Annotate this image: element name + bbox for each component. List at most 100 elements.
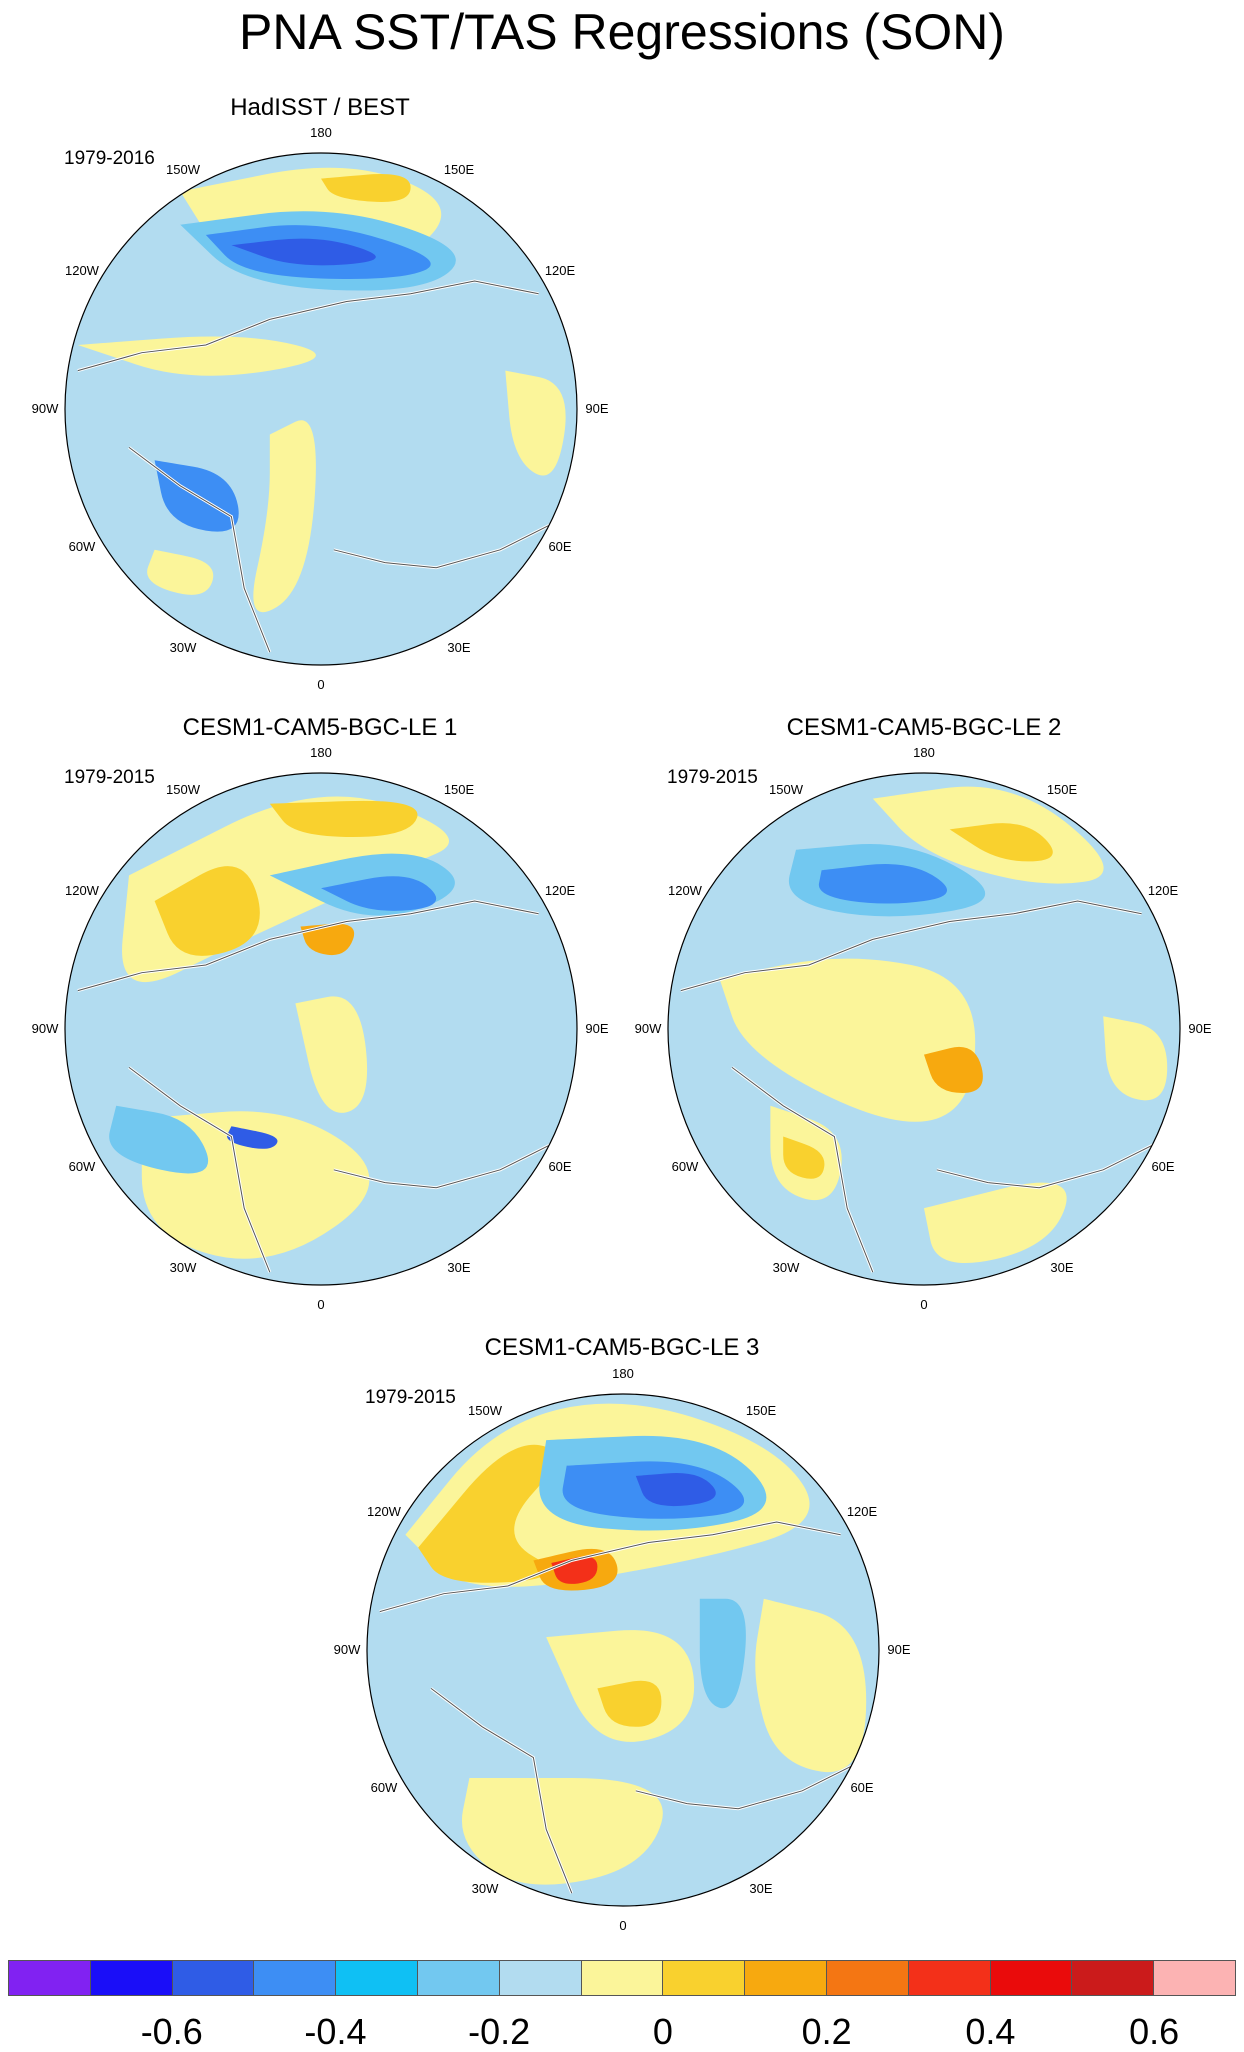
colorbar-swatch [908, 1961, 991, 1995]
longitude-label: 150E [1046, 781, 1078, 797]
coastline-outline [77, 280, 552, 653]
colorbar-tick-label: 0 [652, 2011, 673, 2052]
longitude-label: 90E [887, 1642, 911, 1657]
longitude-label: 0 [920, 1297, 928, 1312]
colorbar-swatch [499, 1961, 582, 1995]
longitude-label: 180 [612, 1366, 634, 1381]
anomaly-region [461, 1778, 663, 1885]
anomaly-region [154, 866, 260, 956]
coastline-outline [379, 1521, 854, 1894]
colorbar-tick-label: -0.2 [468, 2011, 531, 2052]
longitude-label: 30E [749, 1881, 773, 1897]
panel-title-le2: CESM1-CAM5-BGC-LE 2 [786, 714, 1062, 741]
anomaly-region [699, 1598, 746, 1709]
colorbar-swatch [1154, 1961, 1235, 1995]
colorbar-tick-label: 0.2 [801, 2011, 852, 2052]
anomaly-region [505, 370, 566, 476]
longitude-label: 60E [850, 1780, 874, 1795]
colorbar-swatch [745, 1961, 827, 1995]
longitude-label: 90W [31, 1021, 59, 1036]
colorbar-swatch [90, 1961, 173, 1995]
colorbar-swatch [663, 1961, 746, 1995]
map-border [366, 1393, 880, 1907]
longitude-label: 120W [64, 883, 99, 898]
longitude-label: 60W [671, 1159, 699, 1174]
longitude-label: 0 [317, 1297, 325, 1312]
longitude-label: 60W [68, 539, 96, 554]
longitude-label: 150W [166, 781, 200, 797]
longitude-label: 90W [634, 1021, 662, 1036]
anomaly-region [719, 958, 976, 1122]
longitude-label: 120E [544, 263, 576, 278]
polar-map-1 [64, 772, 578, 1286]
polar-map-2 [667, 772, 1181, 1286]
polar-map-3 [366, 1393, 880, 1907]
longitude-label: 30W [169, 640, 197, 656]
colorbar-swatch [417, 1961, 500, 1995]
longitude-label: 90E [585, 401, 609, 416]
longitude-label: 30E [447, 640, 471, 656]
anomaly-region [300, 923, 355, 956]
longitude-label: 90W [333, 1642, 361, 1657]
anomaly-region [227, 1126, 278, 1149]
map-border [64, 772, 578, 1286]
panel-title-le1: CESM1-CAM5-BGC-LE 1 [182, 714, 458, 741]
anomaly-region [924, 1182, 1067, 1264]
longitude-label: 30W [169, 1260, 197, 1276]
map-border [667, 772, 1181, 1286]
colorbar-tick-label: -0.4 [304, 2011, 367, 2052]
longitude-label: 60E [548, 539, 572, 554]
colorbar-swatch [9, 1961, 91, 1995]
colorbar-swatch [990, 1961, 1073, 1995]
panel-title-hadisst: HadISST / BEST [230, 94, 410, 121]
anomaly-region [783, 1136, 825, 1179]
panel-period-le1: 1979-2015 [64, 767, 155, 788]
panel-period-le2: 1979-2015 [667, 767, 758, 788]
anomaly-region [269, 800, 418, 837]
longitude-label: 120W [64, 263, 99, 278]
panel-period-hadisst: 1979-2016 [64, 148, 155, 169]
coastline-outline [77, 900, 552, 1273]
panel-title-le3: CESM1-CAM5-BGC-LE 3 [484, 1334, 760, 1361]
longitude-label: 90E [1188, 1021, 1212, 1036]
polar-map-0 [64, 152, 578, 666]
longitude-label: 0 [317, 677, 325, 692]
longitude-label: 120W [366, 1504, 401, 1519]
anomaly-region [295, 996, 368, 1113]
longitude-label: 90E [585, 1021, 609, 1036]
longitude-label: 150W [468, 1402, 502, 1418]
longitude-label: 30W [772, 1260, 800, 1276]
anomaly-region [924, 1046, 983, 1093]
longitude-label: 120E [544, 883, 576, 898]
longitude-label: 30E [1050, 1260, 1074, 1276]
longitude-label: 30W [471, 1881, 499, 1897]
anomaly-region [418, 1444, 555, 1583]
colorbar [8, 1960, 1236, 1996]
longitude-label: 90W [31, 401, 59, 416]
anomaly-region [321, 174, 411, 202]
panel-period-le3: 1979-2015 [365, 1387, 456, 1408]
anomaly-region [818, 864, 948, 904]
longitude-label: 180 [913, 745, 935, 760]
longitude-label: 120E [1147, 883, 1179, 898]
longitude-label: 120W [667, 883, 702, 898]
longitude-label: 60E [548, 1159, 572, 1174]
colorbar-swatch [581, 1961, 664, 1995]
longitude-label: 120E [846, 1504, 878, 1519]
longitude-label: 180 [310, 125, 332, 140]
colorbar-swatch [254, 1961, 337, 1995]
map-border [64, 152, 578, 666]
longitude-label: 60W [370, 1780, 398, 1795]
longitude-label: 60E [1151, 1159, 1175, 1174]
anomaly-region [231, 238, 376, 266]
colorbar-swatch [1072, 1961, 1155, 1995]
colorbar-tick-label: -0.6 [140, 2011, 203, 2052]
anomaly-region [253, 420, 316, 613]
anomaly-region [597, 1680, 662, 1727]
longitude-label: 150W [769, 781, 803, 797]
longitude-label: 30E [447, 1260, 471, 1276]
anomaly-region [949, 823, 1053, 862]
figure-title: PNA SST/TAS Regressions (SON) [239, 4, 1005, 60]
longitude-label: 150E [443, 161, 475, 177]
longitude-label: 60W [68, 1159, 96, 1174]
